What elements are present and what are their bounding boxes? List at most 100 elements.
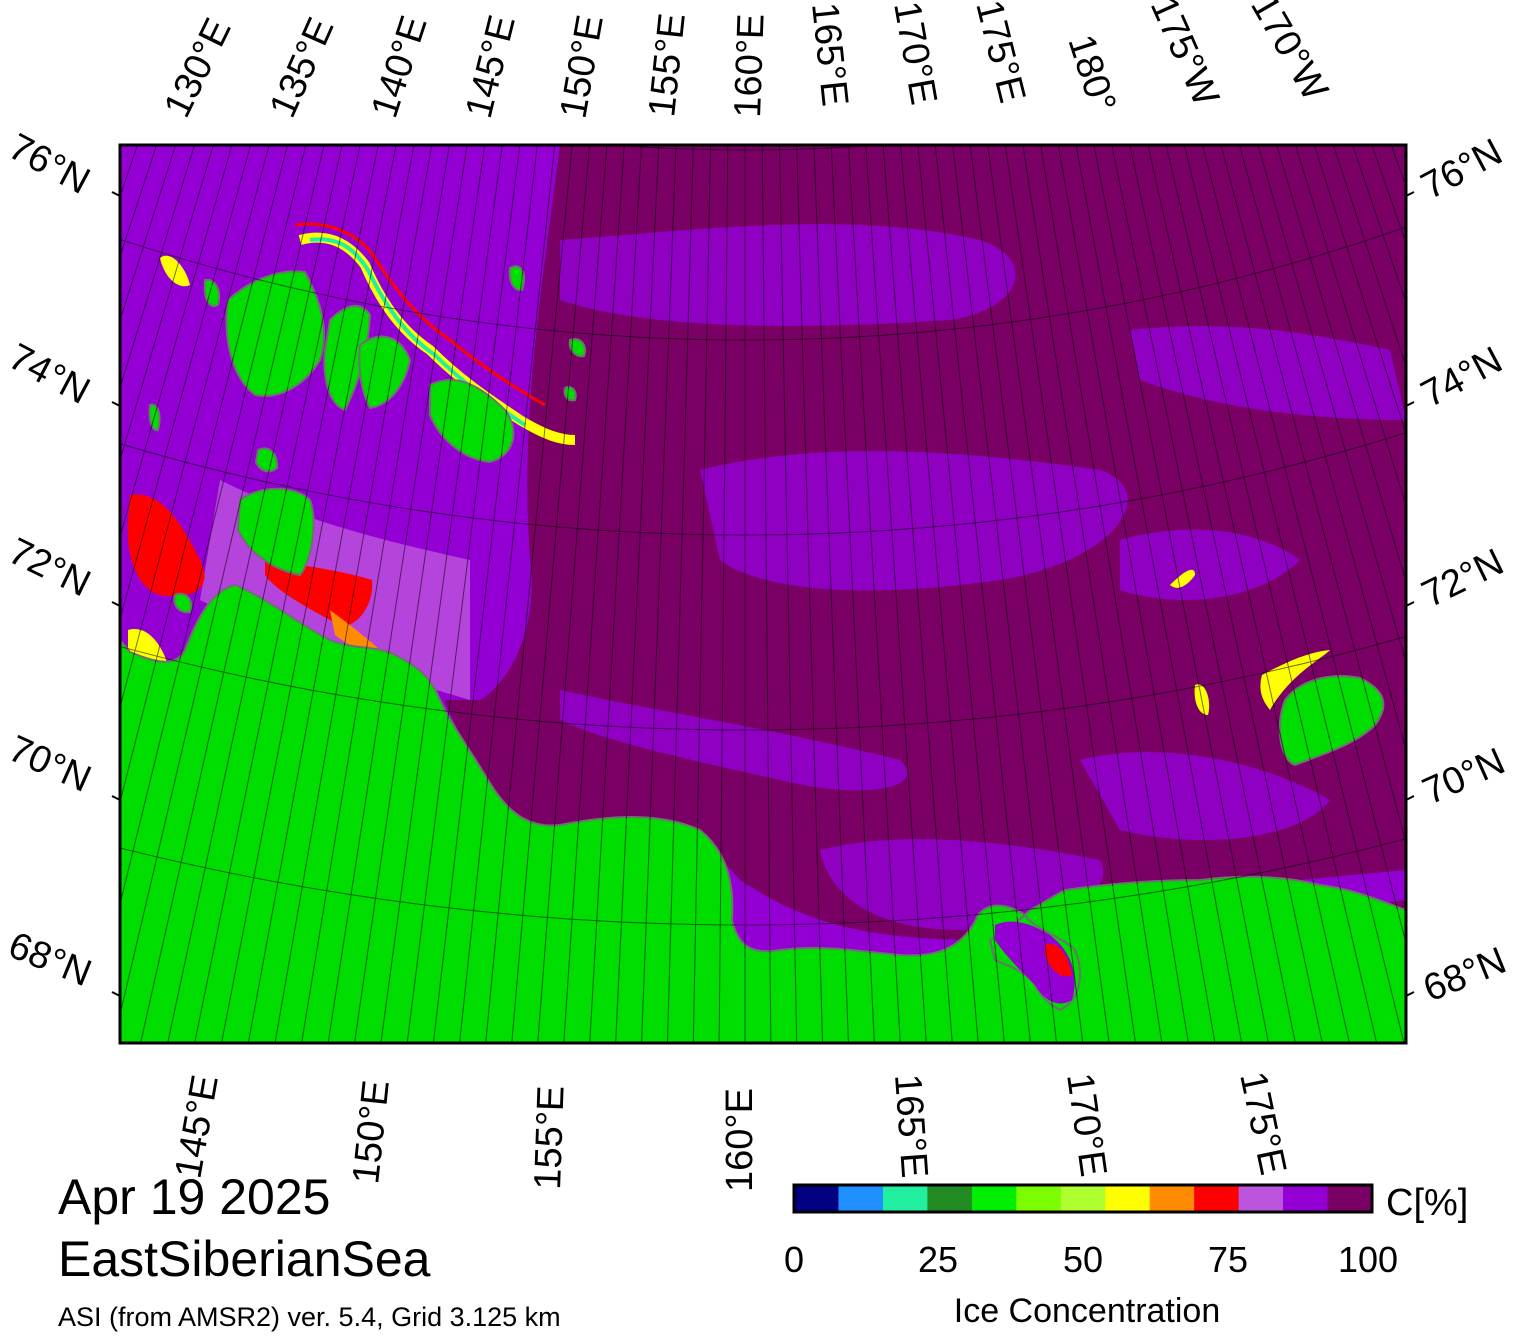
meridian-line [1238, 145, 1406, 752]
meridian-line [194, 145, 379, 1043]
meridian-line [485, 145, 573, 1043]
right-lat-label: 70°N [1417, 740, 1512, 813]
meridian-line [120, 145, 270, 710]
meridian-line [987, 145, 1110, 1043]
meridian-line [1257, 145, 1406, 665]
colorbar-tick-label: 100 [1338, 1239, 1398, 1280]
meridian-line [301, 145, 450, 1043]
meridian-line [899, 145, 979, 1043]
ice-patches [560, 224, 1406, 930]
meridian-line [1093, 145, 1269, 1043]
meridian-line [847, 145, 901, 1043]
bottom-lon-label: 150°E [345, 1078, 398, 1186]
meridian-line [120, 145, 233, 539]
colorbar-segment [1327, 1185, 1373, 1212]
meridian-line [1202, 145, 1406, 946]
top-lon-label: 175°E [967, 0, 1033, 107]
bottom-lon-label: 155°E [527, 1085, 573, 1190]
right-lat-label: 68°N [1418, 940, 1512, 1011]
meridian-line [1220, 145, 1406, 845]
right-lat-label: 74°N [1415, 339, 1510, 416]
right-lat-labels: 76°N 74°N 72°N 70°N 68°N [1415, 131, 1513, 1010]
top-lon-label: 170°E [885, 0, 944, 108]
meridian-line [406, 145, 521, 1043]
colorbar-segment [1149, 1185, 1195, 1212]
meridian-line [952, 145, 1058, 1043]
meridian-line [380, 145, 503, 1043]
meridian-line [327, 145, 468, 1043]
meridian-line [1183, 145, 1405, 1043]
meridian-line [666, 145, 694, 1043]
lat-ticks [111, 191, 1415, 997]
meridian-line [615, 145, 660, 1043]
meridian-line [969, 145, 1084, 1043]
top-lon-label: 150°E [553, 12, 612, 122]
map-region: EastSiberianSea [58, 1231, 431, 1287]
meridian-line [1147, 145, 1350, 1043]
bottom-lon-label: 165°E [886, 1073, 935, 1180]
meridian-line [813, 145, 849, 1043]
meridian-line [1075, 145, 1243, 1043]
meridian-line [247, 145, 415, 1043]
left-lat-label: 70°N [2, 728, 97, 801]
top-lon-label: 145°E [458, 11, 524, 122]
bottom-lon-label: 170°E [1058, 1070, 1114, 1179]
meridian-line [718, 145, 729, 1043]
meridian-line [1111, 145, 1296, 1043]
meridian-line [537, 145, 608, 1043]
meridian-line [120, 145, 196, 390]
left-lat-labels: 76°N 74°N 72°N 70°N 68°N [2, 126, 97, 995]
colorbar-segment [927, 1185, 973, 1212]
colorbar-segment [1105, 1185, 1151, 1212]
top-lon-label: 130°E [156, 12, 239, 124]
left-lat-label: 76°N [2, 126, 97, 203]
colorbar-tick-label: 25 [918, 1239, 958, 1280]
map-source: ASI (from AMSR2) ver. 5.4, Grid 3.125 km [58, 1302, 561, 1332]
map-frame [118, 143, 1408, 1045]
siberian-mainland [120, 583, 1406, 1043]
chaun-bay-ice [995, 921, 1075, 1004]
top-lon-label: 160°E [727, 13, 773, 118]
meridian-line [221, 145, 397, 1043]
colorbar-segment [971, 1185, 1017, 1212]
meridian-line [511, 145, 591, 1043]
bottom-lon-label: 175°E [1231, 1068, 1294, 1178]
meridian-line [589, 145, 643, 1043]
colorbar-segment [1060, 1185, 1106, 1212]
left-lat-label: 68°N [3, 924, 97, 995]
meridian-line [1129, 145, 1323, 1043]
top-lon-label: 155°E [641, 11, 694, 119]
meridian-line [778, 145, 798, 1043]
right-lat-label: 76°N [1415, 131, 1510, 208]
top-lon-label: 180° [1059, 30, 1123, 118]
colorbar-title: Ice Concentration [954, 1292, 1221, 1330]
meridian-line [1276, 145, 1406, 584]
meridian-line [882, 145, 953, 1043]
meridian-line [796, 145, 824, 1043]
meridian-line [167, 145, 361, 1043]
meridian-line [865, 145, 927, 1043]
colorbar-tick-label: 0 [784, 1239, 804, 1280]
colorbar-tick-label: 75 [1208, 1239, 1248, 1280]
colorbar-segment [1238, 1185, 1284, 1212]
top-lon-label: 135°E [262, 12, 343, 124]
left-lat-label: 72°N [2, 530, 97, 605]
meridian-line [1040, 145, 1189, 1043]
meridian-line [354, 145, 486, 1043]
colorbar-tick-labels: 0 25 50 75 100 [784, 1239, 1398, 1280]
meridian-line [917, 145, 1005, 1043]
meridian-line [120, 145, 288, 804]
colorbar [794, 1185, 1373, 1212]
meridian-line [120, 145, 252, 621]
colorbar-segment [1283, 1185, 1329, 1212]
meridian-line [459, 145, 556, 1043]
meridian-line [140, 145, 343, 1043]
meridian-line [432, 145, 538, 1043]
right-lat-label: 72°N [1416, 541, 1511, 616]
meridian-line [934, 145, 1031, 1043]
top-lon-label: 140°E [364, 11, 436, 123]
meridian-line [1165, 145, 1378, 1043]
top-lon-label: 170°W [1242, 0, 1336, 108]
bottom-lon-label: 145°E [168, 1072, 227, 1182]
